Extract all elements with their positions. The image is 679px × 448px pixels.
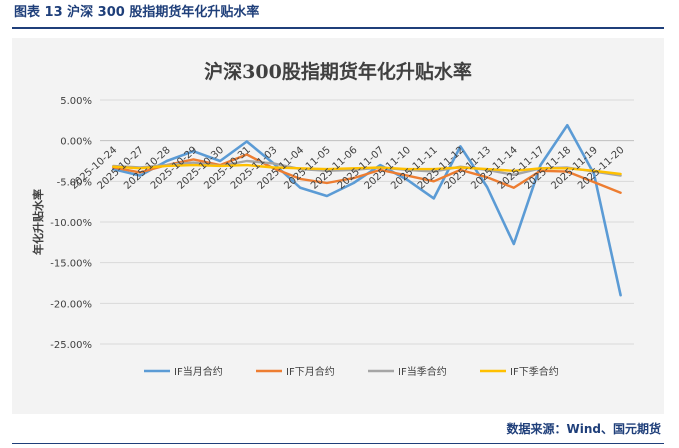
y-tick-label: 0.00% <box>60 137 92 148</box>
series-line-4 <box>112 163 622 176</box>
figure-caption: 图表 13 沪深 300 股指期货年化升贴水率 <box>14 5 260 20</box>
y-axis-label: 年化升贴水率 <box>31 189 45 255</box>
legend-label: IF下季合约 <box>510 365 559 378</box>
y-tick-label: 5.00% <box>60 96 92 107</box>
legend-item-4: IF下季合约 <box>480 365 559 378</box>
chart-title: 沪深300股指期货年化升贴水率 <box>204 60 472 83</box>
legend-label: IF当季合约 <box>398 365 447 378</box>
chart-panel <box>12 38 664 414</box>
line-chart: 沪深300股指期货年化升贴水率 5.00% 0.00% -5.00% -10.00% -… <box>31 60 634 378</box>
y-tick-label: -15.00% <box>50 259 92 270</box>
y-tick-label: -20.00% <box>50 299 92 310</box>
legend-item-2: IF下月合约 <box>256 365 335 378</box>
legend-item-3: IF当季合约 <box>368 365 447 378</box>
caption-divider <box>12 27 664 29</box>
y-tick-label: -25.00% <box>50 340 92 351</box>
legend: IF当月合约 IF下月合约 IF当季合约 IF下季合约 <box>144 365 559 378</box>
y-tick-label: -5.00% <box>57 177 92 188</box>
legend-item-1: IF当月合约 <box>144 365 223 378</box>
y-axis-tick-labels: 5.00% 0.00% -5.00% -10.00% -15.00% -20.00% -25… <box>50 96 92 351</box>
source-divider <box>12 443 664 444</box>
y-tick-label: -10.00% <box>50 218 92 229</box>
legend-label: IF当月合约 <box>174 365 223 378</box>
gridlines <box>100 99 634 345</box>
data-source: 数据来源：Wind、国元期货 <box>506 422 661 436</box>
legend-label: IF下月合约 <box>286 365 335 378</box>
series-lines <box>112 123 622 297</box>
series-line-2 <box>112 153 622 194</box>
